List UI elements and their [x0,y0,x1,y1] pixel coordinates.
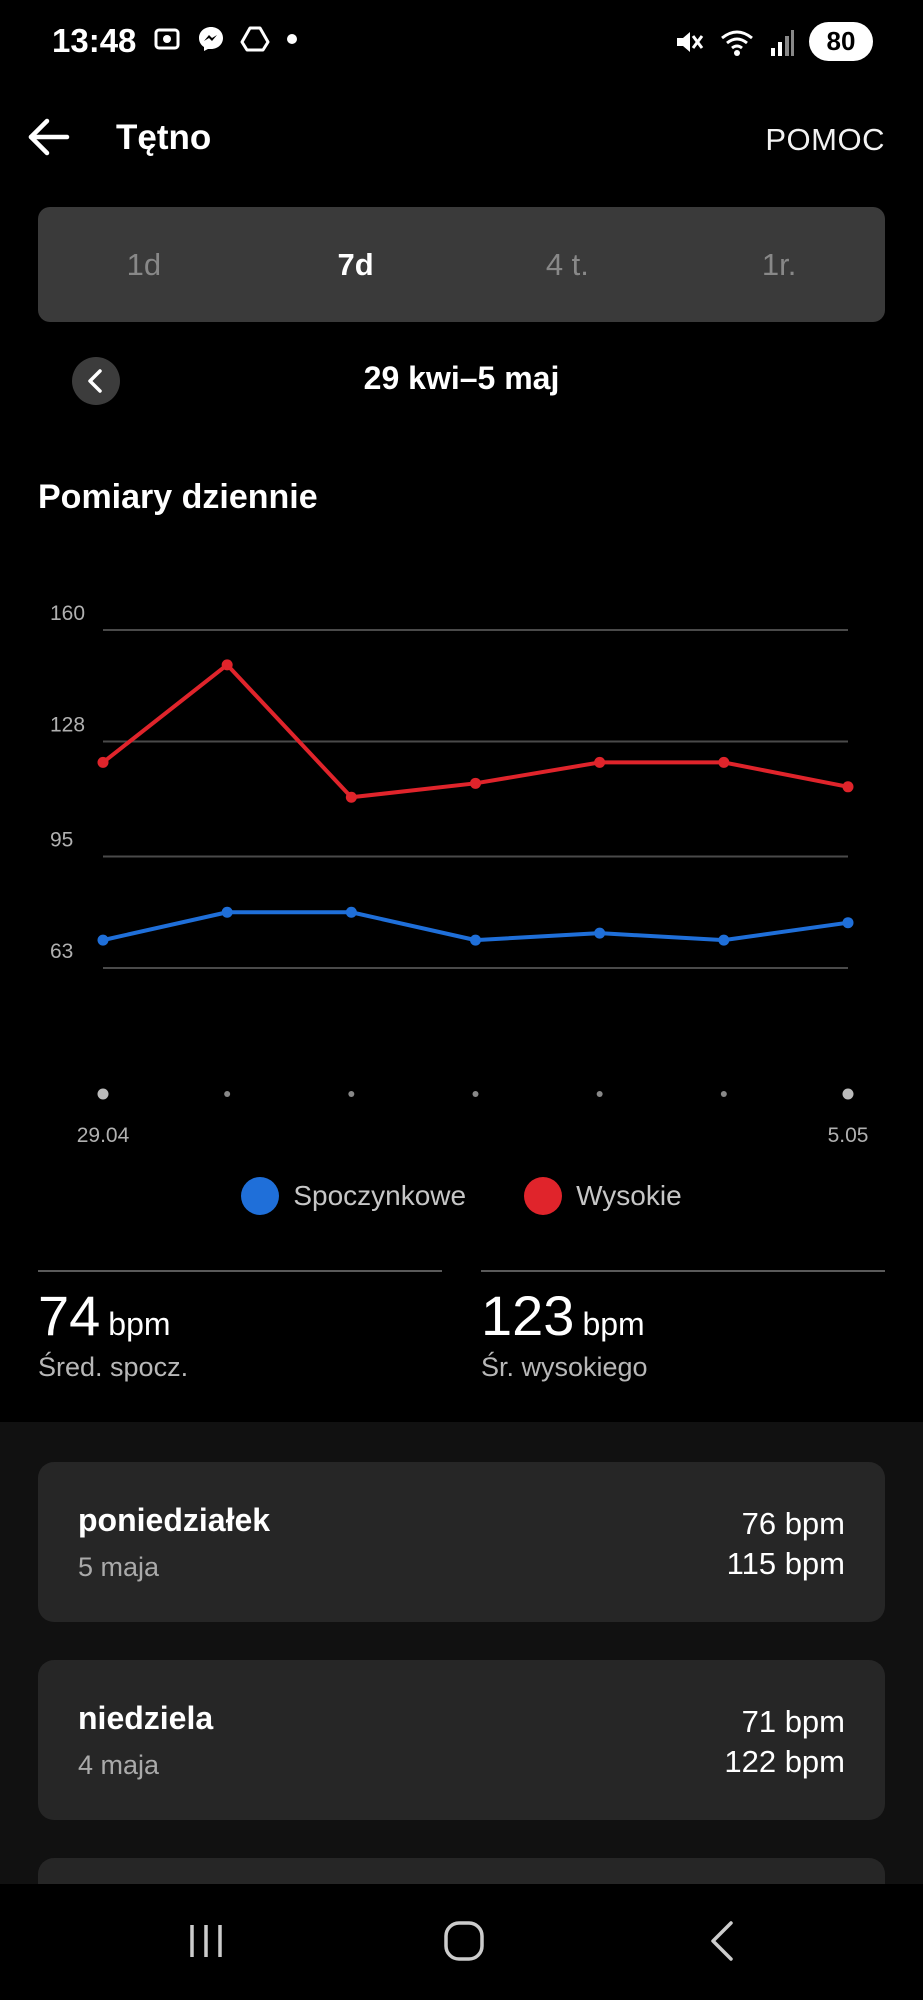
data-point [221,659,233,671]
arrow-left-icon [28,118,70,156]
back-icon [711,1921,733,1961]
tab-4w[interactable]: 4 t. [545,246,589,282]
data-point [345,906,357,918]
date-range: 29 kwi–5 maj [363,360,560,396]
y-tick-label: 160 [50,602,85,625]
recents-button[interactable] [166,1906,246,1976]
day-resting-value: 71 bpm [741,1704,845,1739]
y-tick-label: 63 [50,940,73,963]
stat-resting-value: 74 [38,1284,101,1347]
messenger-icon [199,27,223,51]
day-card-sunday[interactable]: niedziela 4 maja 71 bpm 122 bpm [38,1660,885,1820]
wifi-icon [721,30,753,56]
page-title: Tętno [116,118,212,157]
chart-grid: 63 95 128 160 [50,602,848,969]
data-point [594,927,606,939]
home-icon [444,1921,484,1961]
chevron-left-icon [88,369,102,393]
stat-resting: 74 bpm Śred. spocz. [38,1270,442,1383]
data-point [470,777,481,789]
day-list: poniedziałek 5 maja 76 bpm 115 bpm niedz… [0,1422,923,1884]
screenshot-icon [154,28,180,50]
day-resting-value: 76 bpm [741,1506,845,1541]
data-point [842,781,854,793]
day-date: 5 maja [78,1552,160,1582]
tab-1y[interactable]: 1r. [761,246,797,282]
x-tick-dot [472,1091,479,1097]
data-point [842,917,854,929]
chart-x-axis: 29.04 5.05 [77,1088,869,1147]
tab-1d[interactable]: 1d [126,246,162,282]
x-tick-dot [842,1088,854,1100]
status-icons-left [152,24,300,54]
mute-icon [677,31,704,52]
status-icons-right: 80 [673,22,873,61]
day-card-monday[interactable]: poniedziałek 5 maja 76 bpm 115 bpm [38,1462,885,1622]
stat-resting-unit: bpm [108,1306,171,1342]
x-tick-dot [596,1091,603,1097]
drive-icon [240,26,270,52]
tab-7d[interactable]: 7d [337,246,374,282]
data-point [221,906,233,918]
chart-legend: Spoczynkowe Wysokie [0,1177,923,1215]
x-tick-dot [720,1091,727,1097]
data-point [594,756,606,768]
section-title: Pomiary dziennie [38,478,318,516]
day-card-partial[interactable] [38,1858,885,1884]
y-tick-label: 95 [50,828,73,851]
y-tick-label: 128 [50,714,85,737]
system-back-button[interactable] [682,1906,762,1976]
day-name: poniedziałek [78,1502,271,1538]
x-tick-dot [224,1091,231,1097]
dot-icon [287,34,297,44]
legend-item-high: Wysokie [524,1177,682,1215]
x-tick-dot [97,1088,109,1100]
x-tick-dot [348,1091,355,1097]
data-point [97,934,109,946]
battery-indicator: 80 [809,22,873,61]
chart-series [97,659,854,946]
heart-rate-chart: 63 95 128 160 29.04 5.05 [50,602,869,1147]
home-button[interactable] [424,1906,504,1976]
help-button[interactable]: POMOC [765,122,885,157]
legend-dot-resting [241,1177,280,1215]
day-date: 4 maja [78,1750,160,1780]
legend-label-high: Wysokie [576,1180,682,1211]
stat-high-unit: bpm [582,1306,645,1342]
day-values: 76 bpm 115 bpm [727,1504,845,1584]
stat-high-label: Śr. wysokiego [481,1352,648,1382]
data-point [718,934,730,946]
x-tick-label: 5.05 [828,1124,869,1147]
data-point [470,934,481,946]
data-point [718,756,730,768]
back-button[interactable] [24,112,74,162]
status-time: 13:48 [52,22,137,59]
series-line [101,662,849,800]
x-tick-label: 29.04 [77,1124,130,1147]
signal-icon [771,29,794,56]
legend-dot-high [524,1177,563,1215]
day-name: niedziela [78,1700,214,1736]
stat-high-value: 123 [481,1284,575,1347]
previous-period-button[interactable] [72,357,120,405]
day-values: 71 bpm 122 bpm [724,1702,845,1782]
recents-icon [190,1925,222,1957]
legend-label-resting: Spoczynkowe [293,1180,467,1211]
period-tabs: 1d 7d 4 t. 1r. [38,207,885,322]
day-high-value: 122 bpm [724,1744,845,1779]
data-point [97,756,109,768]
system-nav-bar [0,1884,923,2000]
legend-item-resting: Spoczynkowe [241,1177,466,1215]
data-point [345,791,357,803]
stat-resting-label: Śred. spocz. [38,1352,189,1382]
day-high-value: 115 bpm [726,1546,845,1581]
stat-high: 123 bpm Śr. wysokiego [481,1270,885,1383]
